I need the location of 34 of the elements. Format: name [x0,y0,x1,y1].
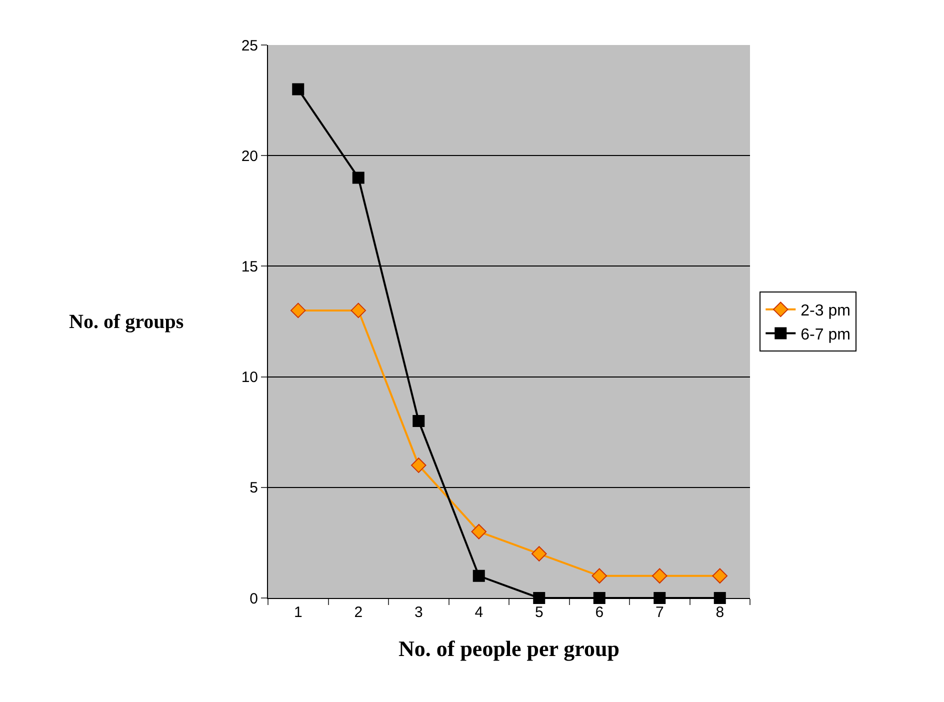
point [471,524,487,540]
point [290,302,306,318]
legend-label: 6-7 pm [800,326,850,344]
point [292,83,304,96]
y-axis-title: No. of groups [69,311,184,333]
y-tick-label: 25 [241,37,258,54]
point [531,546,547,562]
x-axis-title: No. of people per group [398,636,620,661]
y-tick-label: 10 [241,369,258,386]
point [593,592,606,604]
point [654,592,666,604]
point [412,415,425,428]
x-tick-label: 4 [474,604,484,621]
y-tick-label: 20 [241,148,258,165]
point [533,592,546,604]
point [652,568,668,584]
legend-label: 2-3 pm [800,302,850,320]
point [410,458,426,473]
y-tick-label: 5 [250,480,258,497]
point [592,568,608,584]
x-tick-label: 7 [655,604,664,621]
y-tick-label: 0 [250,590,258,608]
x-tick-label: 5 [534,604,544,621]
x-tick-label: 1 [294,604,302,621]
x-tick-label: 8 [716,604,724,621]
point [714,592,726,604]
x-tick-label: 2 [354,604,363,621]
point [712,568,728,584]
y-tick-label: 15 [241,258,258,276]
x-tick-label: 6 [595,604,604,621]
point [352,172,364,184]
point [350,302,366,318]
point [472,570,485,582]
x-tick-label: 3 [414,604,423,621]
